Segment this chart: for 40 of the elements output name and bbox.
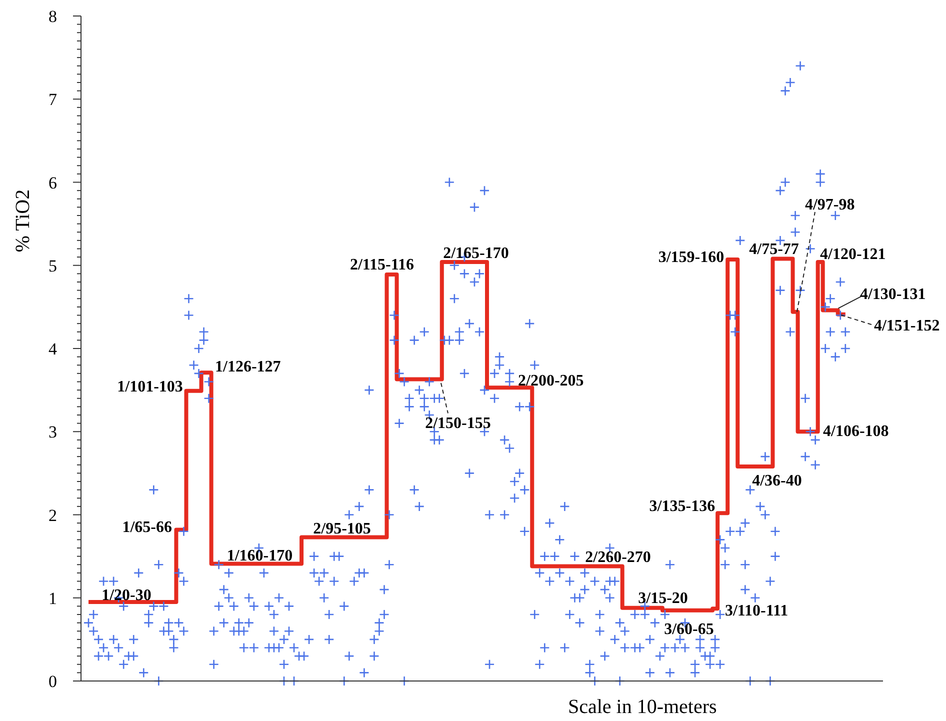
point [420, 394, 429, 403]
point [179, 526, 188, 536]
data-label: 4/151-152 [874, 318, 940, 335]
y-tick-label: 7 [48, 90, 58, 109]
y-tick-label: 3 [48, 422, 57, 442]
x-axis-title: Scale in 10-meters [568, 696, 718, 718]
y-tick-label: 8 [48, 6, 57, 26]
data-label: 1/65-66 [122, 519, 172, 536]
data-label: 4/36-40 [752, 472, 802, 490]
data-label: 2/260-270 [585, 548, 651, 566]
data-label: 2/95-105 [313, 520, 371, 538]
data-label: 2/115-116 [350, 256, 414, 274]
y-tick-label: 2 [48, 505, 57, 524]
point [740, 585, 750, 594]
y-axis-title: % TiO2 [12, 189, 34, 252]
y-tick-label: 4 [48, 339, 58, 358]
data-label: 4/106-108 [823, 423, 889, 440]
y-tick-label: 0 [48, 672, 57, 690]
data-label: 3/135-136 [649, 498, 716, 515]
y-tick-label: 5 [48, 256, 57, 275]
data-label: 1/101-103 [117, 378, 183, 396]
y-tick-label: 1 [48, 588, 57, 608]
data-label: 4/130-131 [860, 286, 926, 303]
data-label: 2/165-170 [443, 245, 509, 262]
data-label: 1/126-127 [215, 358, 281, 376]
data-label: 4/97-98 [804, 196, 855, 214]
data-label: 3/15-20 [638, 590, 688, 607]
point [430, 394, 439, 403]
data-label: 2/200-205 [518, 372, 584, 390]
data-label: 4/75-77 [749, 240, 799, 258]
data-label: 1/20-30 [102, 587, 152, 604]
y-tick-label: 6 [48, 172, 57, 192]
data-label: 3/110-111 [724, 602, 788, 620]
point [505, 377, 514, 386]
data-label: 2/150-155 [425, 414, 491, 432]
data-label: 3/60-65 [664, 621, 714, 638]
data-label: 1/160-170 [226, 547, 293, 564]
data-label: 3/159-160 [658, 249, 724, 266]
point [716, 535, 725, 544]
data-label: 4/120-121 [820, 246, 886, 263]
